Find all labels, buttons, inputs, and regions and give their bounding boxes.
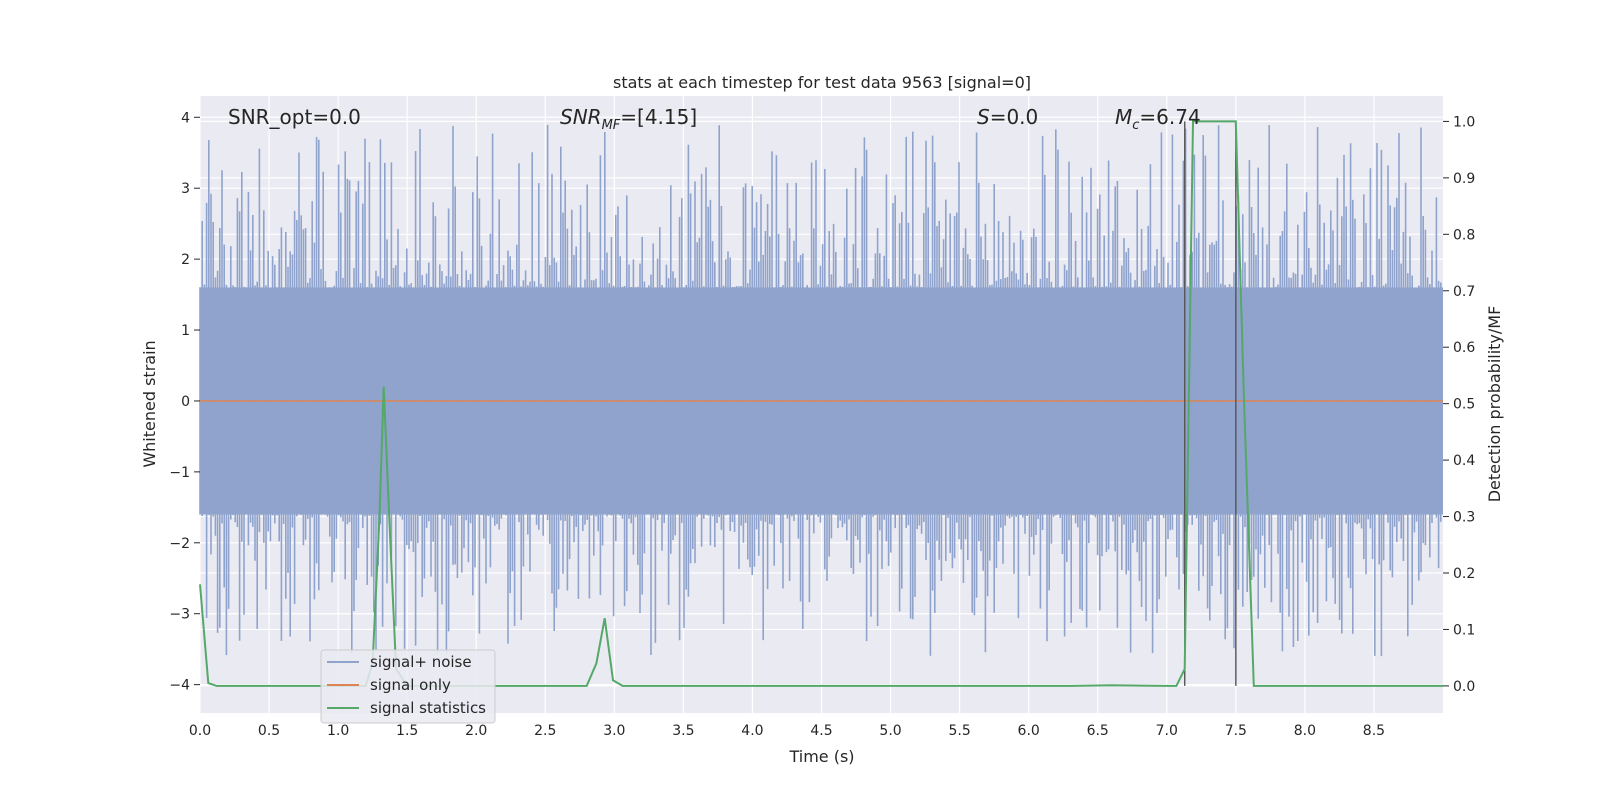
x-tick-label: 4.5 (810, 723, 832, 739)
x-tick-label: 5.0 (879, 723, 901, 739)
s-base: S (977, 105, 990, 129)
x-axis-label: Time (s) (788, 747, 854, 766)
x-tick-label: 2.0 (465, 723, 487, 739)
legend-label-signal-only: signal only (370, 676, 451, 694)
y-tick-label: 4 (181, 110, 190, 126)
x-tick-label: 0.0 (189, 723, 211, 739)
y2-tick-label: 0.4 (1453, 453, 1475, 469)
y2-tick-label: 0.5 (1453, 397, 1475, 413)
chart-title: stats at each timestep for test data 956… (613, 73, 1031, 92)
x-tick-label: 8.0 (1294, 723, 1316, 739)
x-tick-label: 1.0 (327, 723, 349, 739)
y-tick-label: 3 (181, 181, 190, 197)
x-tick-label: 8.5 (1363, 723, 1385, 739)
x-tick-label: 0.5 (258, 723, 280, 739)
x-tick-label: 7.0 (1156, 723, 1178, 739)
y2-tick-label: 1.0 (1453, 114, 1475, 130)
y-tick-label: 0 (181, 394, 190, 410)
s-value: =0.0 (990, 105, 1039, 129)
legend-label-signal-noise: signal+ noise (370, 653, 472, 671)
tick-labels: 0.0 0.5 1.0 1.5 2.0 2.5 3.0 3.5 4.0 4.5 5.0 5.5 6.0 6… (169, 110, 1475, 739)
mc-base: M (1115, 105, 1132, 129)
y-tick-label: −1 (169, 465, 190, 481)
mc-annotation: Mc=6.74 (1115, 105, 1201, 133)
y-tick-label: −4 (169, 678, 190, 694)
y2-tick-label: 0.0 (1453, 679, 1475, 695)
x-tick-label: 2.5 (534, 723, 556, 739)
mc-value: =6.74 (1139, 105, 1200, 129)
y-tick-label: −2 (169, 536, 190, 552)
snr-mf-base: SNR (560, 105, 602, 129)
snr-opt-annotation: SNR_opt=0.0 (228, 105, 361, 129)
y2-tick-label: 0.2 (1453, 566, 1475, 582)
x-tick-label: 7.5 (1225, 723, 1247, 739)
y2-tick-label: 0.8 (1453, 227, 1475, 243)
s-annotation: S=0.0 (977, 105, 1038, 129)
x-tick-label: 4.0 (741, 723, 763, 739)
legend: signal+ noise signal only signal statist… (320, 649, 496, 724)
y-axis-label: Whitened strain (140, 340, 159, 467)
x-tick-label: 6.5 (1087, 723, 1109, 739)
x-tick-label: 6.0 (1018, 723, 1040, 739)
x-tick-label: 1.5 (396, 723, 418, 739)
y2-tick-label: 0.7 (1453, 284, 1475, 300)
y-tick-label: 2 (181, 252, 190, 268)
legend-box (320, 649, 496, 724)
y2-axis-label: Detection probability/MF (1485, 306, 1504, 503)
y2-tick-label: 0.1 (1453, 622, 1475, 638)
y2-tick-label: 0.6 (1453, 340, 1475, 356)
y2-tick-label: 0.9 (1453, 171, 1475, 187)
mc-subscript: c (1132, 118, 1139, 133)
x-tick-label: 3.5 (672, 723, 694, 739)
snr-mf-subscript: MF (602, 118, 621, 133)
legend-label-signal-statistics: signal statistics (370, 699, 486, 717)
snr-mf-value: =[4.15] (620, 105, 697, 129)
y-tick-label: 1 (181, 323, 190, 339)
x-tick-label: 3.0 (603, 723, 625, 739)
x-tick-label: 5.5 (948, 723, 970, 739)
y-tick-label: −3 (169, 607, 190, 623)
snr-mf-annotation: SNRMF=[4.15] (560, 105, 697, 133)
y2-tick-label: 0.3 (1453, 510, 1475, 526)
